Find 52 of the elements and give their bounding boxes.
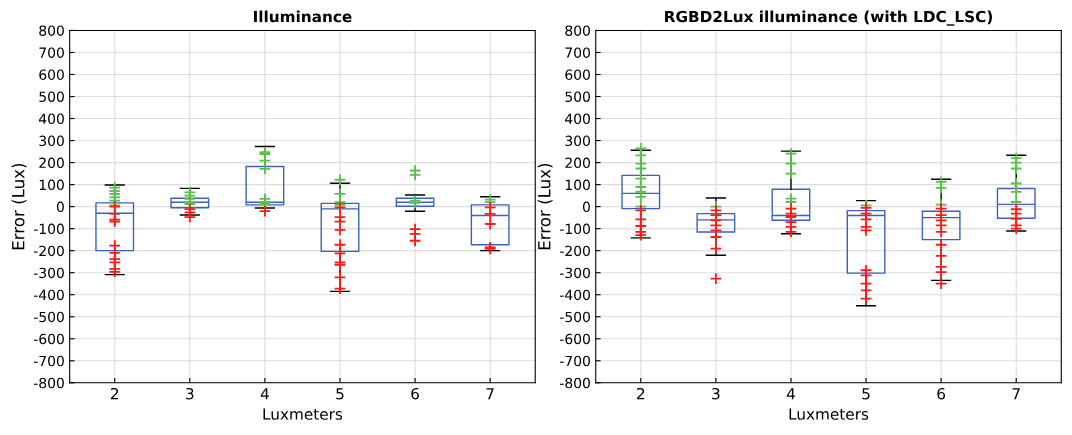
- y-tick-label: 100: [565, 179, 590, 191]
- x-tick-label: 4: [786, 388, 795, 400]
- y-tick-label: 400: [565, 113, 590, 125]
- y-tick-label: -500: [560, 311, 590, 323]
- y-tick-label: 800: [39, 25, 64, 36]
- chart-title: RGBD2Lux illuminance (with LDC_LSC): [665, 10, 993, 26]
- x-tick-label: 7: [1012, 388, 1020, 400]
- y-tick-label: 400: [38, 113, 64, 125]
- y-tick-label: 500: [39, 91, 64, 102]
- y-tick-label: -100: [33, 223, 64, 235]
- y-tick-label: 100: [39, 179, 64, 191]
- y-tick-label: -200: [33, 245, 64, 257]
- x-tick-label: 4: [260, 388, 269, 400]
- y-tick-label: -500: [33, 311, 64, 323]
- x-tick-label: 3: [186, 387, 194, 400]
- y-tick-label: -300: [33, 267, 64, 279]
- x-tick-label: 5: [862, 388, 870, 400]
- y-tick-label: -200: [560, 245, 590, 257]
- y-axis-title: Error (Lux): [11, 163, 27, 250]
- y-tick-label: -300: [560, 267, 590, 279]
- x-axis-title: Luxmeters: [263, 408, 343, 420]
- x-tick-label: 3: [712, 387, 720, 400]
- y-tick-label: 600: [565, 69, 590, 80]
- x-tick-label: 7: [486, 388, 494, 400]
- x-tick-label: 6: [937, 387, 946, 400]
- y-axis-title: Error (Lux): [537, 163, 553, 250]
- y-tick-label: 500: [565, 91, 590, 102]
- x-tick-label: 5: [336, 388, 344, 400]
- y-tick-label: 300: [39, 135, 64, 147]
- y-tick-label: -700: [33, 355, 64, 367]
- x-tick-label: 2: [637, 387, 645, 400]
- y-tick-label: 0: [582, 201, 590, 213]
- x-tick-label: 6: [411, 387, 419, 400]
- y-tick-label: -600: [33, 333, 64, 345]
- y-tick-label: 700: [565, 47, 590, 58]
- y-tick-label: -800: [33, 377, 64, 389]
- y-tick-label: 200: [39, 157, 64, 169]
- chart-title: Illuminance: [254, 10, 352, 23]
- y-tick-label: 600: [39, 69, 64, 80]
- y-tick-label: 200: [565, 157, 590, 169]
- y-tick-label: -600: [560, 333, 590, 345]
- y-tick-label: -400: [33, 289, 64, 301]
- x-axis-title: Luxmeters: [789, 408, 869, 420]
- y-tick-label: 300: [565, 135, 590, 147]
- y-tick-label: -800: [560, 377, 590, 389]
- y-tick-label: 800: [565, 25, 590, 36]
- y-tick-label: -100: [560, 223, 590, 235]
- x-tick-label: 2: [110, 387, 119, 400]
- y-tick-label: -400: [560, 289, 590, 301]
- y-tick-label: 700: [39, 47, 64, 58]
- y-tick-label: 0: [56, 201, 64, 213]
- y-tick-label: -700: [560, 355, 590, 367]
